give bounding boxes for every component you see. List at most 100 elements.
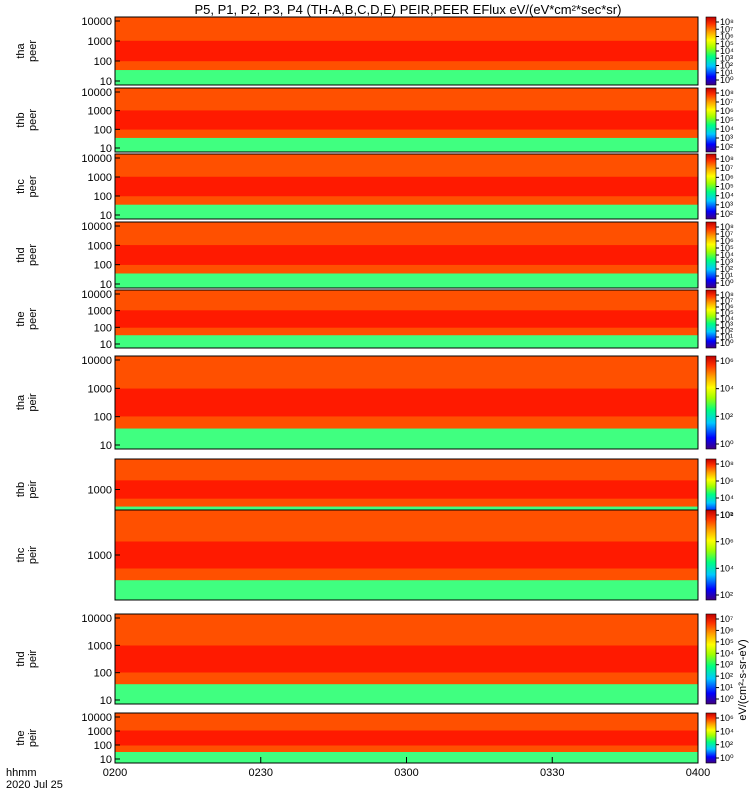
colorbar-tick-label: 10⁸ xyxy=(720,510,734,520)
panel-probe-label: thd xyxy=(15,247,27,262)
spectrogram-band-high xyxy=(115,388,698,417)
colorbar-tick-label: 10⁰ xyxy=(720,439,734,449)
colorbar xyxy=(705,712,717,764)
colorbar-tick-label: 10⁰ xyxy=(720,694,734,704)
x-tick-label: 0330 xyxy=(540,767,564,779)
y-tick-label: 10 xyxy=(100,76,112,88)
y-tick-label: 10 xyxy=(100,440,112,452)
y-tick-label: 1000 xyxy=(88,240,112,252)
panel-instrument-label: peer xyxy=(27,109,39,131)
spectrogram-band-low xyxy=(115,70,698,85)
spectrogram-band-high xyxy=(115,40,698,62)
y-tick-label: 100 xyxy=(94,56,112,68)
colorbar-tick-label: 10⁸ xyxy=(720,88,734,98)
spectrogram-band-low xyxy=(115,684,698,704)
panel-frame xyxy=(114,613,699,705)
panel-probe-label: thc xyxy=(15,179,27,194)
colorbar-tick-label: 10⁶ xyxy=(720,476,734,486)
y-tick-label: 1000 xyxy=(88,640,112,652)
y-tick-label: 10000 xyxy=(81,16,112,28)
x-tick-label: 0300 xyxy=(394,767,418,779)
colorbar-tick-label: 10⁴ xyxy=(720,726,734,736)
y-tick-label: 100 xyxy=(94,668,112,680)
panel-frame xyxy=(114,153,699,220)
colorbar-tick-label: 10⁶ xyxy=(720,302,734,312)
panel-instrument-label: peir xyxy=(27,393,39,412)
colorbar-tick-label: 10² xyxy=(720,510,733,520)
y-tick-label: 1000 xyxy=(88,726,112,738)
colorbar-tick-label: 10⁶ xyxy=(720,625,734,635)
colorbar-tick-label: 10² xyxy=(720,264,733,274)
panel-instrument-label: peer xyxy=(27,308,39,330)
y-tick-label: 1000 xyxy=(88,306,112,318)
panel-tha-peir: 10000 1000 100 10 tha peir 10⁶ 10⁴ 10² 10⁰ xyxy=(15,355,734,452)
spectrogram-band-low xyxy=(115,428,698,449)
x-tick-label: 0400 xyxy=(686,767,710,779)
colorbar xyxy=(705,87,717,153)
colorbar xyxy=(705,221,717,289)
colorbar-tick-label: 10² xyxy=(720,326,733,336)
spectrogram-band-high xyxy=(115,730,698,746)
y-tick-label: 10000 xyxy=(81,87,112,99)
spectrogram-band-high xyxy=(115,245,698,265)
panel-thc-peer: 10000 1000 100 10 thc peer 10⁸10⁷10⁶10⁵10⁴10³1… xyxy=(15,153,734,222)
y-tick-label: 10000 xyxy=(81,221,112,233)
colorbar-tick-label: 10² xyxy=(720,142,733,152)
colorbar-tick-label: 10⁶ xyxy=(720,713,734,723)
colorbar-tick-label: 10⁴ xyxy=(720,384,734,394)
y-tick-label: 1000 xyxy=(88,383,112,395)
y-tick-label: 10000 xyxy=(81,355,112,367)
y-tick-label: 1000 xyxy=(88,106,112,118)
panel-probe-label: tha xyxy=(15,42,27,58)
x-tick-label: 0230 xyxy=(249,767,273,779)
colorbar-tick-label: 10³ xyxy=(720,257,733,267)
panel-probe-label: the xyxy=(15,311,27,326)
colorbar-tick-label: 10³ xyxy=(720,200,733,210)
colorbar-tick-label: 10⁵ xyxy=(720,308,734,318)
panel-probe-label: thc xyxy=(15,547,27,562)
spectrogram-band-low xyxy=(115,580,698,600)
time-axis: 0200 0230 0300 0330 0400 xyxy=(103,757,710,779)
panel-thc-peir: 1000 thc peir 10⁸ 10⁶ 10⁴ 10² xyxy=(15,509,734,601)
colorbar-tick-label: 10⁷ xyxy=(720,97,733,107)
x-tick-label: 0200 xyxy=(103,767,127,779)
colorbar-tick-label: 10¹ xyxy=(720,683,733,693)
spectrogram-band-high xyxy=(115,110,698,130)
colorbar-tick-label: 10⁸ xyxy=(720,222,734,232)
y-tick-label: 10 xyxy=(100,754,112,766)
colorbar-tick-label: 10⁸ xyxy=(720,154,734,164)
colorbar-tick-label: 10² xyxy=(720,590,733,600)
panel-instrument-label: peer xyxy=(27,175,39,197)
spectrogram-band-high xyxy=(115,310,698,328)
colorbar-tick-label: 10¹ xyxy=(720,68,733,78)
panel-frame xyxy=(114,16,699,86)
colorbar-tick-label: 10³ xyxy=(720,133,733,143)
y-tick-label: 10 xyxy=(100,210,112,222)
colorbar xyxy=(705,509,717,601)
colorbar-tick-label: 10⁰ xyxy=(720,75,734,85)
colorbar-tick-label: 10² xyxy=(720,61,733,71)
spectrogram-band-low xyxy=(115,335,698,348)
colorbar xyxy=(705,355,717,450)
colorbar-tick-label: 10¹ xyxy=(720,271,733,281)
colorbar-tick-label: 10⁵ xyxy=(720,115,734,125)
colorbar-tick-label: 10⁴ xyxy=(720,648,734,658)
colorbar-tick-label: 10⁴ xyxy=(720,124,734,134)
colorbar-tick-label: 10⁴ xyxy=(720,250,734,260)
colorbar-tick-label: 10⁰ xyxy=(720,278,734,288)
y-tick-label: 1000 xyxy=(88,485,112,497)
spectrogram-band-high xyxy=(115,480,698,499)
panel-probe-label: thd xyxy=(15,651,27,666)
colorbar-tick-label: 10⁵ xyxy=(720,39,734,49)
panel-probe-label: the xyxy=(15,730,27,745)
y-tick-label: 10 xyxy=(100,339,112,351)
colorbar-units-label: eV/(cm²-s-sr-eV) xyxy=(737,639,749,720)
panel-frame xyxy=(114,355,699,450)
spectrogram-band-high xyxy=(115,645,698,673)
colorbar xyxy=(705,613,717,705)
y-tick-label: 100 xyxy=(94,322,112,334)
